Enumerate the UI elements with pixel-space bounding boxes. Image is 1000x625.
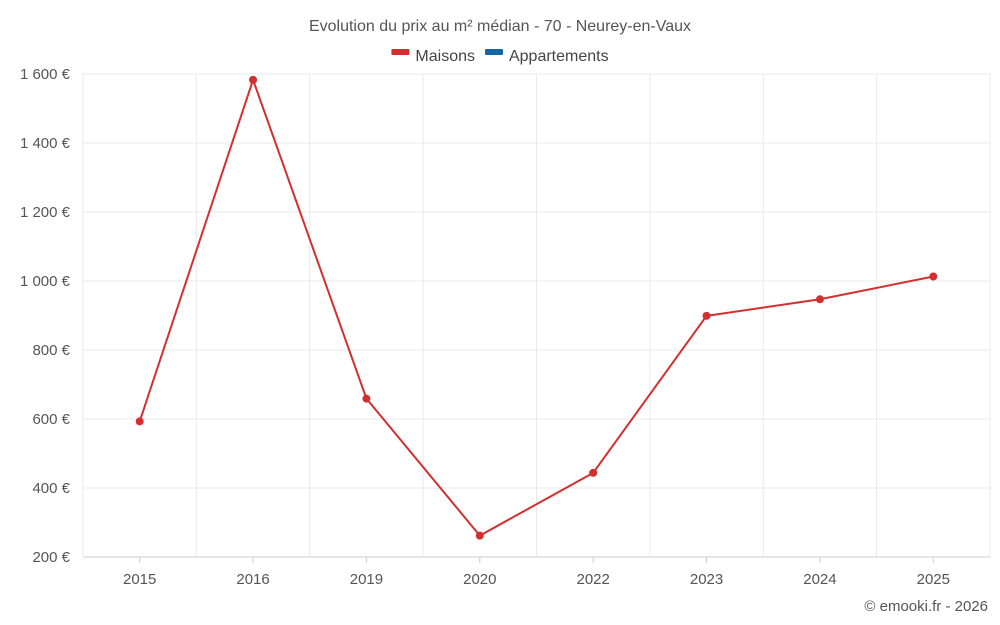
y-tick-label: 200 € <box>32 549 70 566</box>
y-tick-label: 1 200 € <box>20 204 71 221</box>
y-tick-label: 400 € <box>32 480 70 497</box>
x-tick-label: 2022 <box>577 571 610 588</box>
legend-swatch <box>484 49 503 55</box>
data-point <box>702 311 711 320</box>
x-tick-label: 2016 <box>236 571 269 588</box>
legend-label: Maisons <box>415 48 475 65</box>
series-line-maisons <box>138 78 934 537</box>
legend: Maisons Appartements <box>391 48 609 65</box>
legend-item: Appartements <box>484 48 609 65</box>
series-layer <box>135 75 938 540</box>
credit-text: © emooki.fr - 2026 <box>864 598 988 615</box>
x-axis: 2015 2016 2019 2020 2022 2023 2024 2025 <box>123 557 950 588</box>
grid <box>82 73 991 558</box>
data-point <box>929 272 938 281</box>
chart-title: Evolution du prix au m² médian - 70 - Ne… <box>309 18 691 35</box>
x-tick-label: 2015 <box>123 571 156 588</box>
y-tick-label: 600 € <box>32 411 70 428</box>
legend-label: Appartements <box>509 48 609 65</box>
data-point <box>475 531 484 540</box>
data-point <box>589 468 598 477</box>
x-tick-label: 2019 <box>350 571 383 588</box>
data-point <box>362 394 371 403</box>
y-axis: 200 € 400 € 600 € 800 € 1 000 € 1 200 € 1 400 … <box>20 66 71 566</box>
y-tick-label: 1 000 € <box>20 273 71 290</box>
data-point <box>135 417 144 426</box>
data-point <box>249 75 258 84</box>
x-tick-label: 2024 <box>803 571 836 588</box>
x-tick-label: 2023 <box>690 571 723 588</box>
legend-swatch <box>391 49 410 55</box>
legend-item: Maisons <box>391 48 475 65</box>
x-tick-label: 2020 <box>463 571 496 588</box>
y-tick-label: 800 € <box>32 342 70 359</box>
data-point <box>815 295 824 304</box>
y-tick-label: 1 600 € <box>20 66 71 83</box>
y-tick-label: 1 400 € <box>20 135 71 152</box>
x-tick-label: 2025 <box>917 571 950 588</box>
